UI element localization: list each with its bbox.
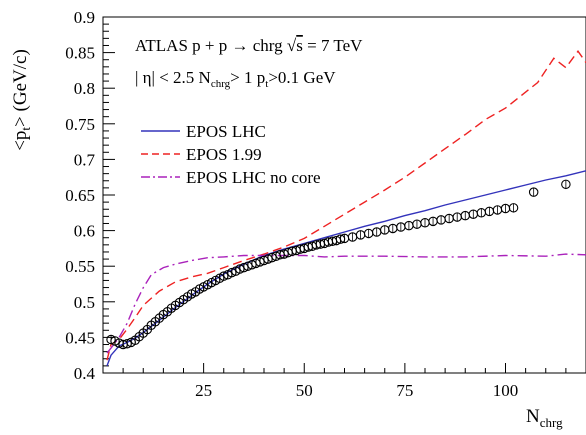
series-line-0 <box>106 170 586 367</box>
x-tick-label: 75 <box>396 381 413 400</box>
y-tick-label: 0.9 <box>74 8 95 27</box>
title-block: ATLAS p + p → chrg √s = 7 TeV | η| < 2.5… <box>135 36 363 90</box>
y-axis-label: <pt> (GeV/c) <box>10 49 33 151</box>
legend-label: EPOS LHC no core <box>186 168 321 187</box>
y-tick-label: 0.5 <box>74 293 95 312</box>
y-tick-label: 0.7 <box>74 150 96 169</box>
series-line-1 <box>106 50 586 361</box>
y-tick-label: 0.4 <box>74 364 96 383</box>
y-tick-label: 0.85 <box>65 44 95 63</box>
y-tick-label: 0.75 <box>65 115 95 134</box>
x-tick-label: 100 <box>493 381 519 400</box>
series-line-2 <box>106 253 586 354</box>
x-axis-label: Nchrg <box>526 406 563 430</box>
data-points <box>106 179 571 350</box>
x-tick-label: 25 <box>195 381 212 400</box>
axes: 25 50 75 100 0.4 0.45 0.5 0.55 0.6 0.65 0.7 0.75 0.8… <box>65 8 586 400</box>
series-layer <box>106 50 586 367</box>
y-tick-label: 0.55 <box>65 257 95 276</box>
legend-label: EPOS LHC <box>186 122 266 141</box>
y-tick-label: 0.65 <box>65 186 95 205</box>
y-tick-label: 0.6 <box>74 222 95 241</box>
title-line-1: ATLAS p + p → chrg √s = 7 TeV <box>135 36 363 55</box>
legend: EPOS LHC EPOS 1.99 EPOS LHC no core <box>141 122 321 187</box>
y-tick-label: 0.45 <box>65 328 95 347</box>
title-line-2: | η| < 2.5 Nchrg> 1 pt>0.1 GeV <box>135 68 336 90</box>
legend-label: EPOS 1.99 <box>186 145 262 164</box>
y-tick-label: 0.8 <box>74 79 95 98</box>
x-tick-label: 50 <box>296 381 313 400</box>
